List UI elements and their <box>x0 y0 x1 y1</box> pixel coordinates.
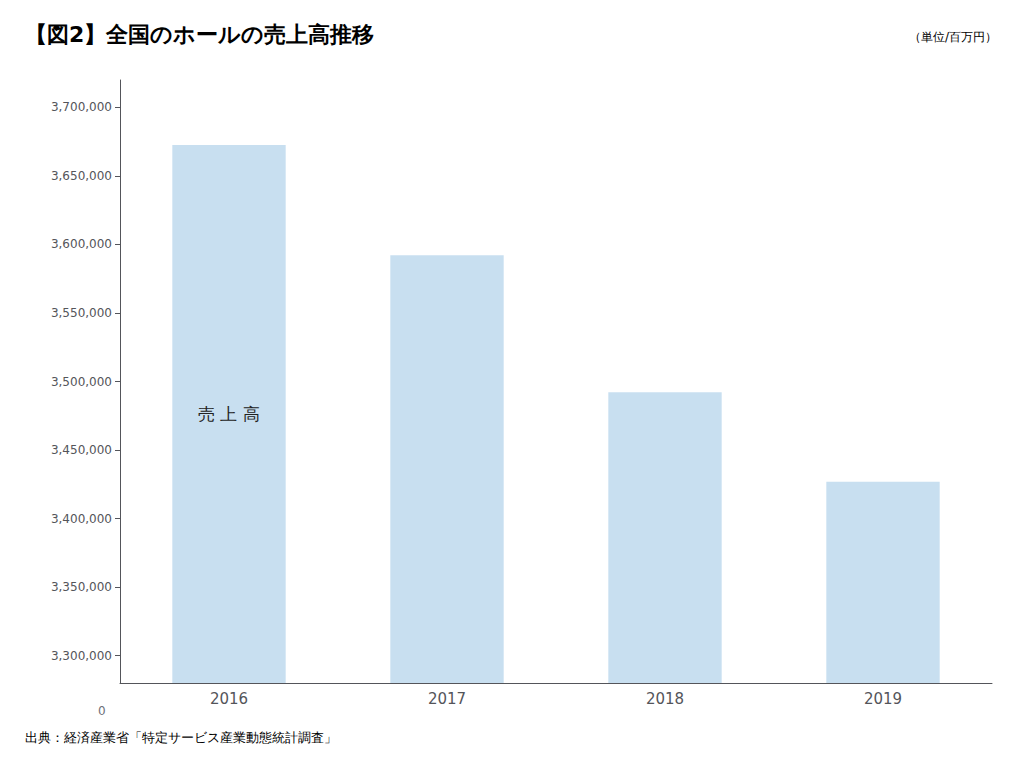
svg-text:（単位/百万円）: （単位/百万円） <box>909 30 997 44</box>
svg-text:2017: 2017 <box>428 690 466 708</box>
svg-text:0: 0 <box>98 704 106 718</box>
svg-text:3,700,000: 3,700,000 <box>51 100 112 114</box>
svg-text:3,500,000: 3,500,000 <box>51 375 112 389</box>
svg-text:3,600,000: 3,600,000 <box>51 237 112 251</box>
svg-text:2016: 2016 <box>210 690 248 708</box>
svg-text:3,350,000: 3,350,000 <box>51 580 112 594</box>
svg-text:【図2】全国のホールの売上高推移: 【図2】全国のホールの売上高推移 <box>25 22 374 47</box>
svg-text:売 上 高: 売 上 高 <box>198 404 260 424</box>
svg-text:3,450,000: 3,450,000 <box>51 443 112 457</box>
svg-text:2019: 2019 <box>864 690 902 708</box>
svg-text:3,550,000: 3,550,000 <box>51 306 112 320</box>
svg-text:3,400,000: 3,400,000 <box>51 512 112 526</box>
svg-text:出典：経済産業省「特定サービス産業動態統計調査」: 出典：経済産業省「特定サービス産業動態統計調査」 <box>25 730 337 745</box>
svg-text:3,300,000: 3,300,000 <box>51 649 112 663</box>
svg-text:2018: 2018 <box>646 690 684 708</box>
svg-text:3,650,000: 3,650,000 <box>51 169 112 183</box>
